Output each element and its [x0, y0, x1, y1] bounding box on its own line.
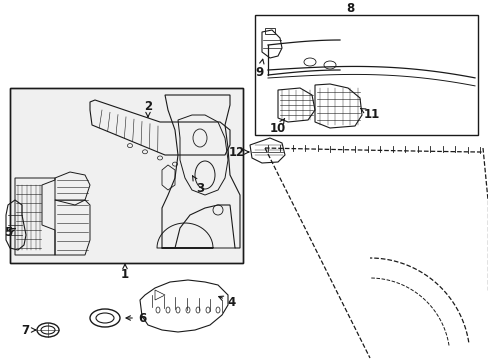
Bar: [254, 15, 477, 135]
Bar: [10, 88, 243, 263]
Text: 11: 11: [360, 108, 379, 122]
Text: 10: 10: [269, 118, 285, 135]
Text: 7: 7: [21, 324, 36, 337]
Bar: [10, 88, 243, 263]
Text: 5: 5: [4, 225, 15, 238]
Text: 6: 6: [126, 311, 146, 324]
Text: 4: 4: [218, 296, 236, 309]
Text: 3: 3: [192, 176, 203, 194]
Text: 12: 12: [228, 145, 248, 158]
Text: 8: 8: [345, 1, 353, 14]
Text: 2: 2: [143, 100, 152, 117]
Text: 9: 9: [255, 59, 264, 78]
Text: 1: 1: [121, 264, 129, 282]
